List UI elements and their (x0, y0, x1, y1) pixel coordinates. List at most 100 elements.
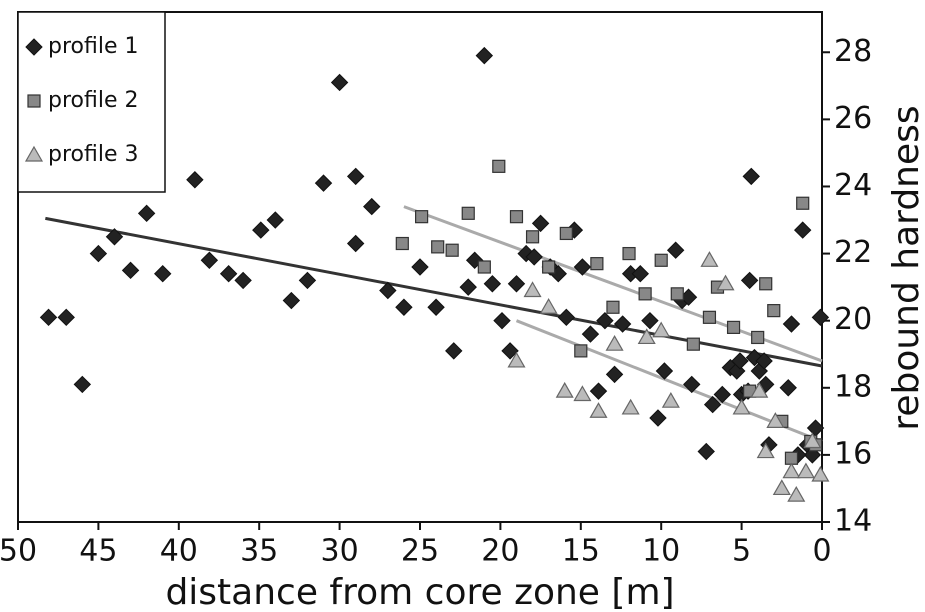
data-point (395, 298, 413, 316)
data-point (796, 462, 815, 479)
legend-marker (24, 145, 44, 162)
data-point (346, 234, 365, 253)
data-point (475, 46, 494, 65)
data-point (621, 398, 640, 415)
data-point (728, 362, 746, 380)
data-point (525, 248, 543, 266)
x-tick-label: 35 (240, 534, 278, 569)
data-point (483, 275, 502, 293)
data-point (427, 298, 445, 316)
data-point (411, 258, 429, 276)
data-point (811, 465, 830, 482)
data-point (796, 196, 810, 210)
data-point (493, 311, 511, 330)
x-tick-label: 25 (401, 534, 439, 569)
data-point (713, 385, 732, 404)
data-point (531, 214, 550, 233)
data-point (740, 271, 759, 290)
data-point (605, 334, 624, 351)
y-tick-label: 24 (834, 168, 872, 203)
data-point (622, 246, 636, 261)
data-point (683, 375, 701, 394)
data-point (445, 243, 459, 257)
data-point (509, 210, 524, 224)
data-point (492, 159, 506, 173)
data-point (525, 230, 540, 244)
data-point (756, 442, 775, 459)
data-point (638, 287, 652, 301)
data-point (219, 265, 238, 283)
x-tick-label: 10 (642, 534, 680, 569)
data-point (477, 260, 491, 274)
data-point (661, 392, 680, 408)
data-point (655, 362, 674, 380)
data-point (631, 265, 650, 283)
data-point (700, 251, 719, 267)
data-point (379, 281, 397, 300)
data-point (523, 281, 542, 298)
data-point (782, 315, 801, 333)
data-point (186, 171, 204, 189)
data-point (613, 315, 632, 333)
data-point (57, 308, 75, 327)
x-tick-label: 50 (0, 534, 37, 569)
data-point (581, 325, 600, 343)
data-point (121, 261, 140, 280)
x-tick-label: 40 (160, 534, 198, 569)
data-point (555, 381, 574, 398)
data-point (363, 197, 381, 216)
data-point (589, 382, 608, 400)
data-point (703, 395, 722, 414)
data-point (716, 274, 735, 291)
data-point (649, 409, 667, 427)
data-point (784, 451, 799, 465)
data-point (767, 304, 781, 318)
data-point (670, 287, 684, 301)
x-tick-label: 5 (732, 534, 751, 569)
x-tick-label: 20 (481, 534, 519, 569)
data-point (542, 260, 556, 274)
data-point (803, 432, 822, 449)
data-point (557, 308, 576, 327)
data-point (759, 277, 773, 291)
data-point (461, 206, 475, 220)
y-tick-label: 22 (834, 235, 872, 270)
data-point (445, 342, 463, 360)
y-tick-label: 20 (834, 302, 872, 337)
data-point (654, 253, 668, 267)
data-point (501, 342, 519, 360)
data-point (731, 352, 749, 370)
data-point (793, 221, 812, 239)
data-point (726, 320, 741, 334)
data-point (573, 385, 592, 402)
data-point (641, 311, 659, 330)
data-point (39, 308, 58, 327)
data-point (282, 291, 301, 310)
x-tick-label: 30 (321, 534, 359, 569)
legend-label: profile 1 (48, 34, 138, 59)
data-point (89, 244, 108, 263)
data-point (766, 412, 785, 428)
data-point (346, 167, 365, 186)
legend-marker (25, 38, 43, 56)
data-point (590, 257, 604, 271)
data-point (686, 337, 700, 351)
data-point (750, 381, 769, 398)
data-point (697, 442, 715, 461)
y-tick-label: 26 (834, 101, 872, 136)
data-point (200, 251, 219, 269)
data-point (266, 211, 284, 229)
y-tick-label: 16 (834, 436, 872, 471)
y-axis-title: rebound hardness (886, 105, 925, 430)
legend-marker (27, 94, 41, 108)
data-point (596, 311, 614, 330)
data-point (606, 300, 620, 314)
data-point (573, 258, 592, 276)
legend-label: profile 3 (48, 142, 138, 167)
data-point (431, 240, 445, 254)
x-tick-label: 0 (812, 534, 831, 569)
data-point (137, 204, 156, 223)
data-point (574, 344, 588, 358)
data-point (732, 398, 751, 415)
x-axis-title: distance from core zone [m] (165, 572, 674, 612)
